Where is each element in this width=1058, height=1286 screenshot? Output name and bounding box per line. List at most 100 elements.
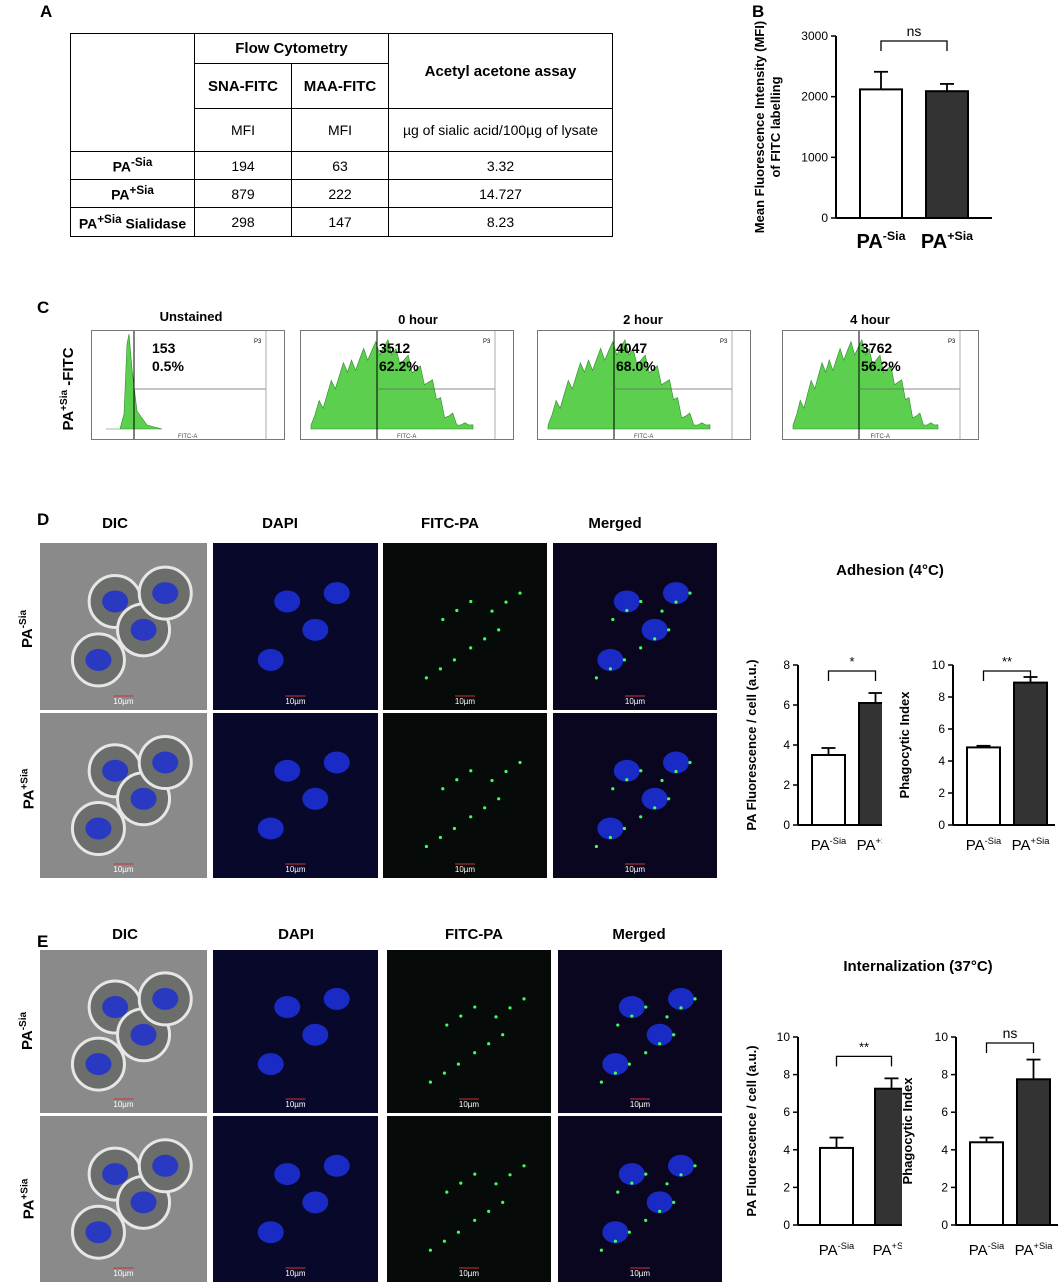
pa-particle <box>501 1033 505 1037</box>
flow-ylabel: PA+Sia -FITC <box>59 347 77 431</box>
flow-panel-title: 0 hour <box>398 312 438 327</box>
merged-image: 10µm <box>553 543 717 710</box>
y-tick-label: 2 <box>783 1180 790 1194</box>
gate-name: P3 <box>948 339 956 345</box>
pa-particle <box>613 1071 617 1075</box>
event-count: 4047 <box>616 340 648 356</box>
bar <box>1016 1078 1051 1226</box>
nucleus <box>323 1154 350 1177</box>
pa-particle <box>644 1005 648 1009</box>
y-tick-label: 0 <box>941 1218 948 1232</box>
scale-bar-label: 10µm <box>113 1100 134 1109</box>
pa-particle <box>494 1015 498 1019</box>
pa-particle <box>644 1218 648 1222</box>
significance-bracket <box>880 40 948 52</box>
acetyl-header: Acetyl acetone assay <box>388 33 613 109</box>
pa-particle <box>497 628 501 632</box>
nucleus <box>302 787 329 810</box>
y-tick-label: 4 <box>783 1143 790 1157</box>
y-tick-label: 8 <box>941 1068 948 1082</box>
row-label: PA+Sia <box>70 179 195 208</box>
maa-value: 63 <box>291 151 389 180</box>
y-tick-label: 10 <box>932 658 946 672</box>
pa-particle <box>442 1239 446 1243</box>
pa-particle <box>625 778 629 782</box>
internalization-title: Internalization (37°C) <box>843 958 993 975</box>
pa-particle <box>445 1190 449 1194</box>
pa-particle <box>508 1173 512 1177</box>
category-label: PA+Sia <box>1012 836 1051 854</box>
pa-particle <box>424 676 428 680</box>
category-label: PA+Sia <box>921 229 973 253</box>
pa-particle <box>693 997 697 1001</box>
significance-label: ns <box>1003 1025 1018 1041</box>
maa-value: 222 <box>291 179 389 208</box>
scale-bar-label: 10µm <box>624 697 646 706</box>
maa-unit: MFI <box>291 108 389 152</box>
histogram-fill <box>547 338 711 430</box>
pa-particle <box>611 787 615 791</box>
nucleus <box>663 582 689 605</box>
pa-particle <box>459 1014 463 1018</box>
pa-particle <box>490 609 494 613</box>
nucleus <box>663 751 689 774</box>
nucleus <box>257 1053 284 1076</box>
fitc-pa-image: 10µm <box>387 950 551 1113</box>
pa-particle <box>442 1071 446 1075</box>
bar <box>969 1141 1004 1226</box>
adhesion-phagocytic-chart: 0 2 4 6 8 10 Phagocytic Index PA-Sia PA+Sia ** <box>897 654 1055 854</box>
sna-value: 879 <box>194 179 292 208</box>
pa-particle <box>469 815 473 819</box>
bar <box>811 754 846 826</box>
col-title-fitc: FITC-PA <box>444 926 504 943</box>
nucleus <box>323 582 350 605</box>
bar <box>819 1146 854 1226</box>
col-title-merged: Merged <box>588 515 642 532</box>
pa-particle <box>518 760 522 765</box>
nucleus <box>597 817 624 840</box>
category-label: PA-Sia <box>969 1241 1005 1259</box>
significance-label: ** <box>859 1039 869 1054</box>
row-label: PA+Sia Sialidase <box>70 207 195 237</box>
bar <box>925 90 969 219</box>
nucleus <box>646 1023 673 1046</box>
nucleus <box>646 1191 673 1214</box>
flow-histogram: P3 FITC-A 3762 56.2% <box>782 330 979 440</box>
gate-name: P3 <box>483 339 491 345</box>
flow-histogram: P3 FITC-A 4047 68.0% <box>537 330 751 440</box>
nucleus <box>257 817 284 840</box>
pa-particle <box>469 769 473 773</box>
internalization-phagocytic-chart: 0 2 4 6 8 10 Phagocytic Index PA-Sia PA+Sia ns <box>900 1025 1058 1259</box>
nucleus <box>668 1154 694 1177</box>
pa-particle <box>441 617 445 622</box>
pa-particle <box>487 1042 491 1046</box>
y-tick-label: 2 <box>938 786 945 800</box>
scale-bar-label: 10µm <box>113 697 134 706</box>
flow-histogram: P3 FITC-A 3512 62.2% <box>300 330 514 440</box>
scale-bar-label: 10µm <box>454 697 476 706</box>
flow-histogram: P3 FITC-A 153 0.5% <box>91 330 285 440</box>
pa-particle <box>616 1190 620 1194</box>
nucleus <box>152 582 179 605</box>
pa-particle <box>639 815 643 819</box>
category-label: PA+Sia <box>857 836 882 854</box>
pa-particle <box>639 769 643 773</box>
y-tick-label: 2 <box>783 778 790 792</box>
scale-bar-label: 10µm <box>285 865 306 874</box>
pa-particle <box>627 1230 631 1234</box>
pa-particle <box>622 826 626 831</box>
significance-label: ** <box>1002 654 1012 669</box>
nucleus <box>130 618 157 641</box>
merged-image: 10µm <box>558 950 722 1113</box>
flow-cytometry-header: Flow Cytometry <box>194 33 389 64</box>
pa-particle <box>630 1181 634 1185</box>
col-title-dapi: DAPI <box>278 926 314 943</box>
pa-particle <box>445 1023 449 1027</box>
scale-bar-label: 10µm <box>458 1100 480 1109</box>
scale-bar-label: 10µm <box>113 865 134 874</box>
dic-image: 10µm <box>40 713 207 878</box>
pa-particle <box>483 806 487 810</box>
gate-percent: 56.2% <box>861 358 901 374</box>
nucleus <box>152 987 179 1010</box>
gate-stats: 4047 68.0% <box>616 339 656 375</box>
